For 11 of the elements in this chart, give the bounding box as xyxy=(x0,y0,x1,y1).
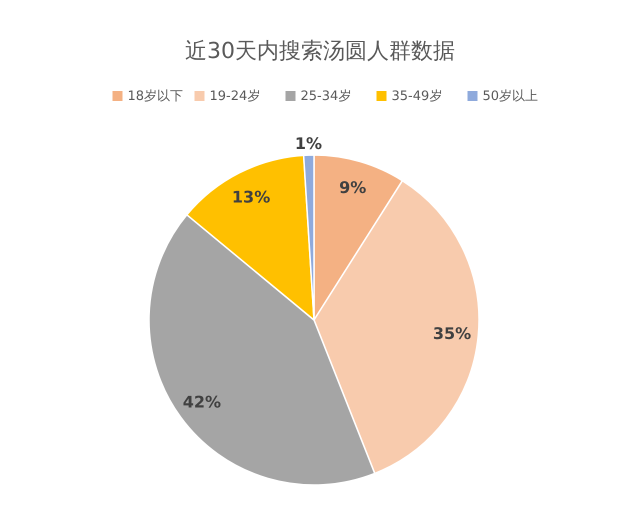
data-label: 13% xyxy=(232,188,270,207)
legend-label: 25-34岁 xyxy=(300,89,352,104)
chart-title: 近30天内搜索汤圆人群数据 xyxy=(185,39,455,64)
legend-label: 50岁以上 xyxy=(482,89,538,104)
legend-label: 35-49岁 xyxy=(392,89,442,104)
data-label: 1% xyxy=(294,134,322,154)
data-label: 9% xyxy=(339,178,366,197)
legend-label: 19-24岁 xyxy=(210,89,260,104)
data-label: 35% xyxy=(432,324,472,344)
data-label: 42% xyxy=(182,392,222,412)
legend-label: 18岁以下 xyxy=(128,89,184,104)
